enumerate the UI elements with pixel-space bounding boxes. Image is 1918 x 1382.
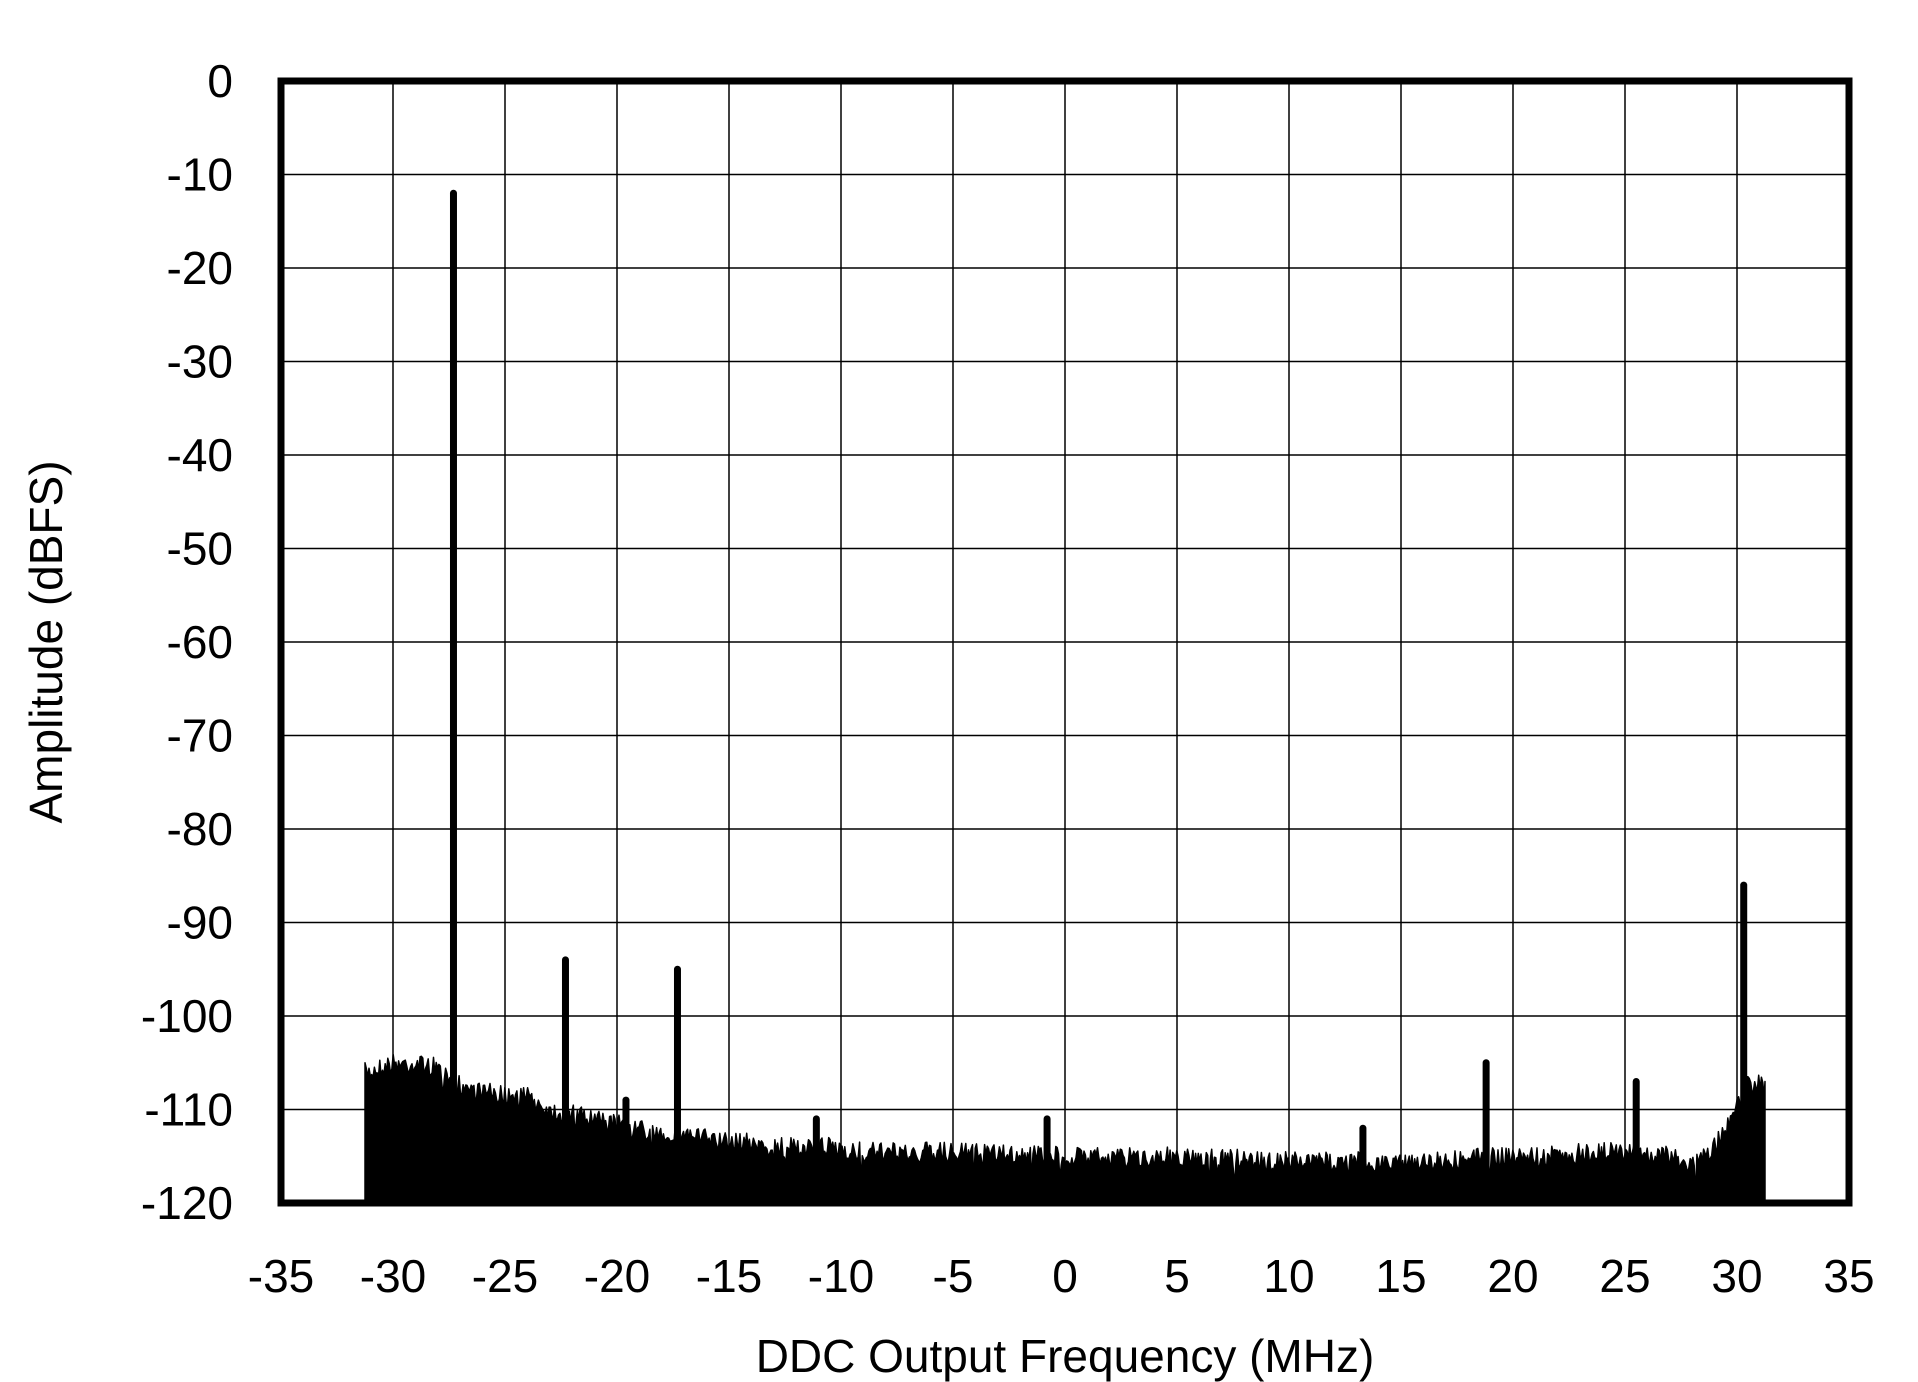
spurs: [449, 189, 1748, 1207]
y-tick-label: -70: [167, 710, 233, 762]
noise-floor-area: [364, 1053, 1766, 1204]
y-tick-label: -50: [167, 523, 233, 575]
x-tick-label: 25: [1599, 1250, 1650, 1302]
x-tick-label: -10: [808, 1250, 874, 1302]
y-tick-labels: 0 -10 -20 -30 -40 -50 -60 -70 -80 -90 -100 -110 -120: [141, 55, 233, 1229]
x-tick-label: 10: [1263, 1250, 1314, 1302]
y-tick-label: -80: [167, 803, 233, 855]
x-tick-label: -5: [933, 1250, 974, 1302]
x-tick-label: 20: [1487, 1250, 1538, 1302]
y-tick-label: -90: [167, 897, 233, 949]
x-tick-label: -20: [584, 1250, 650, 1302]
y-tick-label: -10: [167, 149, 233, 201]
x-tick-label: 35: [1823, 1250, 1874, 1302]
plot-frame: [277, 77, 1853, 1207]
y-tick-label: -120: [141, 1177, 233, 1229]
grid: [280, 80, 1850, 1204]
y-axis-label: Amplitude (dBFS): [20, 460, 72, 823]
y-tick-label: -60: [167, 616, 233, 668]
x-axis-label: DDC Output Frequency (MHz): [756, 1330, 1375, 1382]
y-tick-label: -20: [167, 242, 233, 294]
noise-floor: [364, 1053, 1766, 1204]
y-tick-label: 0: [207, 55, 233, 107]
y-tick-label: -40: [167, 429, 233, 481]
y-tick-label: -30: [167, 336, 233, 388]
x-tick-label: -25: [472, 1250, 538, 1302]
x-tick-label: -35: [248, 1250, 314, 1302]
y-tick-label: -100: [141, 990, 233, 1042]
x-tick-labels: -35 -30 -25 -20 -15 -10 -5 0 5 10 15 20 25 30 35: [248, 1250, 1875, 1302]
y-tick-label: -110: [144, 1084, 233, 1136]
x-tick-label: 5: [1164, 1250, 1190, 1302]
x-tick-label: -30: [360, 1250, 426, 1302]
x-tick-label: 15: [1375, 1250, 1426, 1302]
x-tick-label: -15: [696, 1250, 762, 1302]
x-tick-label: 30: [1711, 1250, 1762, 1302]
x-tick-label: 0: [1052, 1250, 1078, 1302]
